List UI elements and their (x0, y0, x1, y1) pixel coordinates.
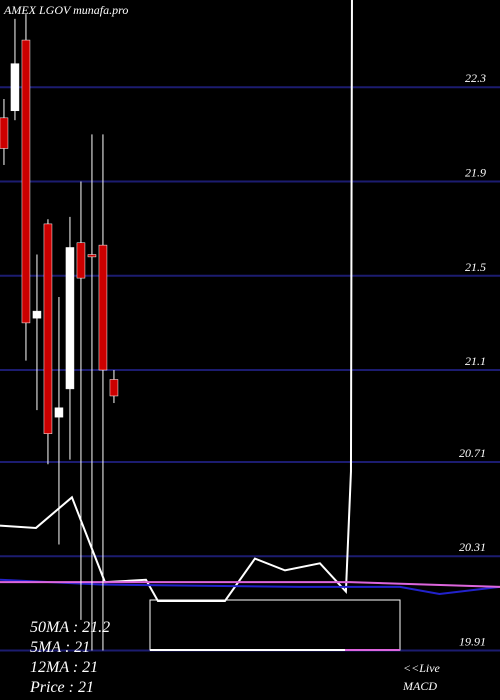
candle-body (21, 39, 31, 324)
y-tick-label: 19.91 (459, 635, 486, 649)
indicator-line (0, 581, 500, 588)
candle-body (65, 247, 75, 390)
candle-body (98, 244, 108, 371)
indicator-line (0, 578, 500, 595)
chart-title: AMEX LGOV munafa.pro (3, 3, 128, 17)
stat: 50MA : 21.2 (30, 619, 110, 636)
stat: 12MA : 21 (30, 659, 98, 676)
live-label: <<Live (403, 661, 441, 675)
stat: Price : 21 (29, 679, 94, 696)
candle-body (32, 310, 42, 319)
y-tick-label: 21.5 (465, 260, 486, 274)
indicator-line (0, 0, 353, 603)
macd-label: MACD (402, 679, 437, 693)
y-tick-label: 22.3 (465, 71, 486, 85)
candle-body (109, 379, 119, 397)
y-tick-label: 20.31 (459, 540, 486, 554)
candle-body (43, 223, 53, 434)
y-tick-label: 20.71 (459, 446, 486, 460)
candle-body (76, 242, 86, 279)
candle-body (10, 63, 20, 112)
candle-body (87, 254, 97, 258)
y-tick-label: 21.1 (465, 354, 486, 368)
y-tick-label: 21.9 (465, 165, 486, 179)
stat: 5MA : 21 (30, 639, 90, 656)
macd-box (149, 599, 401, 651)
candle-body (0, 117, 9, 149)
candle-body (54, 407, 64, 418)
